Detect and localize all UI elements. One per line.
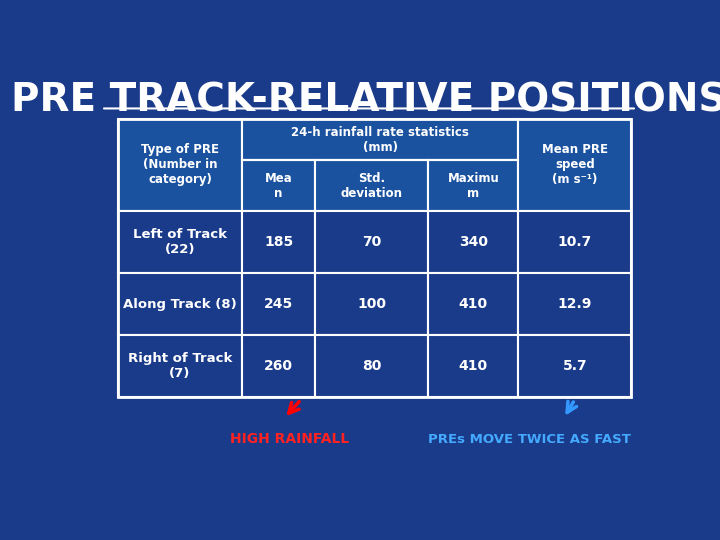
Text: 410: 410 (459, 359, 488, 373)
Text: PRE TRACK-RELATIVE POSITIONS: PRE TRACK-RELATIVE POSITIONS (12, 82, 720, 119)
Text: 245: 245 (264, 297, 293, 311)
Text: 10.7: 10.7 (558, 235, 592, 249)
Text: 260: 260 (264, 359, 293, 373)
Text: 24-h rainfall rate statistics
(mm): 24-h rainfall rate statistics (mm) (292, 125, 469, 153)
Text: Left of Track
(22): Left of Track (22) (133, 228, 227, 256)
Text: Mea
n: Mea n (265, 172, 292, 199)
Text: PREs MOVE TWICE AS FAST: PREs MOVE TWICE AS FAST (428, 433, 631, 446)
Text: 100: 100 (357, 297, 386, 311)
Text: 340: 340 (459, 235, 488, 249)
Text: HIGH RAINFALL: HIGH RAINFALL (230, 432, 349, 446)
Text: 80: 80 (362, 359, 382, 373)
Text: Type of PRE
(Number in
category): Type of PRE (Number in category) (141, 143, 219, 186)
Text: Right of Track
(7): Right of Track (7) (127, 352, 232, 380)
Text: 185: 185 (264, 235, 293, 249)
Text: 70: 70 (362, 235, 382, 249)
Text: Maximu
m: Maximu m (447, 172, 499, 199)
Text: 12.9: 12.9 (558, 297, 592, 311)
Text: 5.7: 5.7 (562, 359, 587, 373)
Text: 410: 410 (459, 297, 488, 311)
Text: Std.
deviation: Std. deviation (341, 172, 402, 199)
Text: Along Track (8): Along Track (8) (123, 298, 237, 310)
Text: Mean PRE
speed
(m s⁻¹): Mean PRE speed (m s⁻¹) (542, 143, 608, 186)
